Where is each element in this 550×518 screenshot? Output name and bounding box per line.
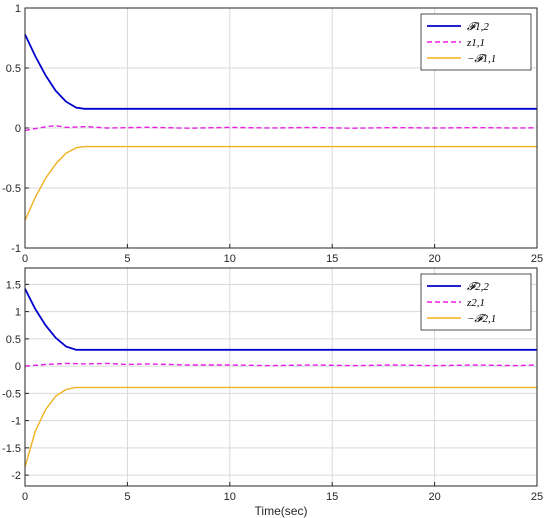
y-tick-label: 0	[15, 361, 21, 373]
legend: 𝓕2,2 z2,1 −𝓕2,1	[420, 273, 532, 331]
chart-panel-1: 0 5 10 15 20 25 -1 -0.5 0 0.5 1 𝓕1,2 z1,1 −𝓕1,1	[2, 3, 543, 265]
x-tick-label: 0	[22, 491, 28, 503]
series-line-2	[24, 124, 538, 132]
y-tick-label: -1	[11, 243, 21, 255]
y-tick-label: -0.5	[2, 388, 21, 400]
series-line-3	[24, 145, 537, 221]
legend-label: z1,1	[466, 37, 485, 49]
x-tick-label: 10	[224, 253, 236, 265]
y-tick-label: -1	[11, 416, 21, 428]
y-tick-label: 1	[15, 307, 21, 319]
y-tick-label: 1	[15, 3, 21, 15]
y-tick-label: -0.5	[2, 183, 21, 195]
series-line-1	[24, 288, 537, 351]
x-tick-label: 5	[124, 253, 130, 265]
x-tick-label: 0	[22, 253, 28, 265]
legend-label: −𝓕1,1	[467, 53, 496, 65]
legend-label: 𝓕2,2	[467, 281, 489, 293]
legend-label: 𝓕1,2	[467, 21, 489, 33]
legend-label: −𝓕2,1	[467, 313, 496, 325]
y-tick-label: -1.5	[2, 443, 21, 455]
axes-box	[24, 7, 538, 249]
y-tick-label: -2	[11, 470, 21, 482]
x-tick-label: 5	[124, 491, 130, 503]
y-tick-label: 1.5	[6, 279, 21, 291]
x-tick-label: 10	[224, 491, 236, 503]
x-tick-label: 15	[326, 491, 338, 503]
y-tick-label: 0.5	[6, 334, 21, 346]
series-line-2	[24, 362, 538, 367]
x-tick-label: 25	[531, 253, 543, 265]
x-axis-label: Time(sec)	[255, 504, 308, 518]
x-tick-label: 25	[531, 491, 543, 503]
series-line-1	[24, 34, 537, 110]
y-tick-label: 0	[15, 123, 21, 135]
x-tick-label: 20	[428, 253, 440, 265]
x-tick-label: 15	[326, 253, 338, 265]
y-tick-label: 0.5	[6, 63, 21, 75]
x-tick-label: 20	[428, 491, 440, 503]
axes-box	[24, 267, 538, 487]
series-line-3	[24, 386, 537, 468]
chart-panel-2: 0 5 10 15 20 25 -2 -1.5 -1 -0.5 0 0.5 1 1.5 𝓕2,2 z2,1 −𝓕…	[2, 267, 543, 518]
legend: 𝓕1,2 z1,1 −𝓕1,1	[420, 13, 532, 71]
legend-label: z2,1	[466, 297, 485, 309]
